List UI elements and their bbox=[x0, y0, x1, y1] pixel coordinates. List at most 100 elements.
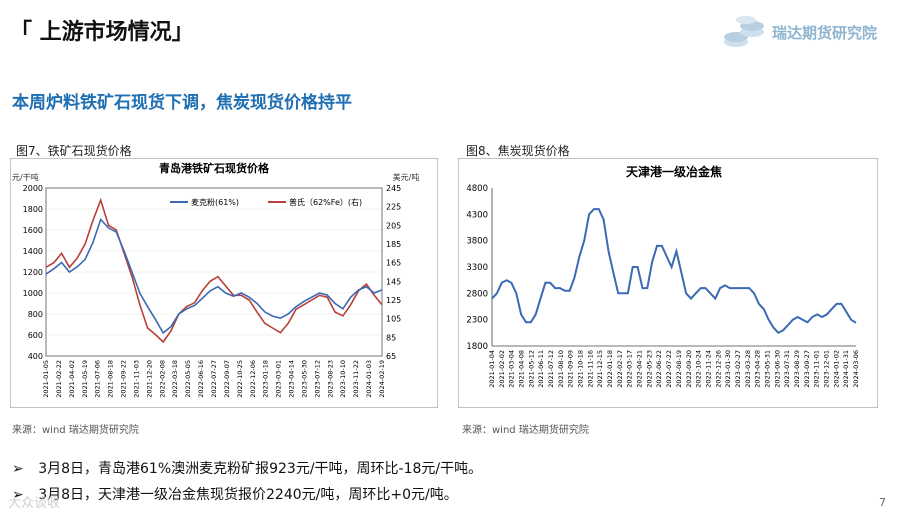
x-tick-label: 2024-01-02 bbox=[832, 350, 840, 388]
chart-frame bbox=[458, 158, 878, 408]
y-tick-label-right: 125 bbox=[386, 296, 401, 305]
x-tick-label: 2021-01-05 bbox=[42, 360, 50, 398]
x-tick-label: 2023-03-01 bbox=[275, 360, 283, 398]
x-tick-label: 2022-07-22 bbox=[665, 350, 673, 388]
y-tick-label: 2800 bbox=[466, 289, 488, 299]
y-tick-label: 3800 bbox=[466, 237, 488, 247]
x-tick-label: 2023-08-29 bbox=[793, 350, 801, 388]
brand-name: 瑞达期货研究院 bbox=[772, 24, 878, 42]
x-tick-label: 2022-02-17 bbox=[616, 350, 624, 388]
y-tick-label-left: 600 bbox=[28, 331, 43, 340]
x-tick-label: 2022-06-22 bbox=[655, 350, 663, 388]
y-tick-label-left: 1800 bbox=[23, 205, 43, 214]
x-tick-label: 2024-02-19 bbox=[378, 360, 386, 398]
x-tick-label: 2022-10-24 bbox=[695, 350, 703, 388]
x-tick-label: 2021-01-04 bbox=[488, 350, 496, 388]
section-subtitle: 本周炉料铁矿石现货下调，焦炭现货价格持平 bbox=[12, 93, 352, 113]
x-tick-label: 2022-01-18 bbox=[606, 350, 614, 388]
x-tick-label: 2021-08-18 bbox=[107, 360, 115, 398]
x-tick-label: 2021-12-20 bbox=[145, 360, 153, 398]
y-tick-label-left: 1200 bbox=[23, 268, 43, 277]
y-tick-label-left: 400 bbox=[28, 352, 43, 361]
x-tick-label: 2021-02-22 bbox=[55, 360, 63, 398]
x-tick-label: 2023-05-31 bbox=[763, 350, 771, 388]
series-line bbox=[45, 197, 383, 344]
x-tick-label: 2021-02-02 bbox=[498, 350, 506, 388]
x-tick-label: 2021-03-04 bbox=[508, 350, 516, 388]
x-tick-label: 2021-09-22 bbox=[120, 360, 128, 398]
x-tick-label: 2022-05-05 bbox=[184, 360, 192, 398]
y-tick-label-right: 165 bbox=[386, 259, 401, 268]
x-tick-label: 2024-01-31 bbox=[842, 350, 850, 388]
x-tick-label: 2023-03-28 bbox=[744, 350, 752, 388]
source-note-left: 来源：wind 瑞达期货研究院 bbox=[12, 425, 139, 436]
x-tick-label: 2022-04-21 bbox=[636, 350, 644, 388]
x-tick-label: 2024-03-06 bbox=[852, 350, 860, 388]
x-tick-label: 2023-11-22 bbox=[352, 360, 360, 398]
coke-panel: 图8、焦炭现货价格 天津港一级冶金焦 1800 2300 2800 3300 3800 43… bbox=[458, 140, 878, 436]
y-tick-label-left: 1400 bbox=[23, 247, 43, 256]
x-tick-label: 2022-05-23 bbox=[645, 350, 653, 388]
y-tick-label-right: 85 bbox=[386, 333, 396, 342]
y-tick-label-right: 225 bbox=[386, 203, 401, 212]
series-line bbox=[491, 208, 857, 335]
bullet-text: 3月8日，青岛港61%澳洲麦克粉矿报923元/干吨，周环比-18元/干吨。 bbox=[38, 461, 483, 477]
x-tick-label: 2022-11-24 bbox=[704, 350, 712, 388]
x-tick-label: 2022-10-25 bbox=[236, 360, 244, 398]
chart-title: 青岛港铁矿石现货价格 bbox=[159, 161, 270, 175]
y-tick-label-left: 1600 bbox=[23, 226, 43, 235]
y-tick-label-right: 185 bbox=[386, 240, 401, 249]
x-tick-label: 2021-06-11 bbox=[537, 350, 545, 388]
legend-label: 麦克粉(61%) bbox=[191, 197, 239, 207]
x-tick-label: 2023-05-30 bbox=[300, 360, 308, 398]
bullet-marker: ➢ bbox=[12, 461, 24, 477]
y-tick-label: 2300 bbox=[466, 316, 488, 326]
x-tick-label: 2022-06-16 bbox=[197, 360, 205, 398]
x-tick-label: 2023-01-18 bbox=[262, 360, 270, 398]
x-tick-label: 2021-04-08 bbox=[518, 350, 526, 388]
page-number: 7 bbox=[879, 496, 886, 509]
legend-label: 普氏（62%Fe）(右) bbox=[289, 197, 362, 207]
page-title: 「 上游市场情况」 bbox=[10, 20, 194, 45]
y-tick-label: 4300 bbox=[466, 210, 488, 220]
series-line bbox=[45, 217, 383, 335]
y-tick-label-right: 105 bbox=[386, 315, 401, 324]
x-tick-label: 2023-06-30 bbox=[773, 350, 781, 388]
x-tick-label: 2022-12-26 bbox=[714, 350, 722, 388]
figure-label-coke: 图8、焦炭现货价格 bbox=[466, 144, 570, 158]
x-tick-label: 2021-05-19 bbox=[81, 360, 89, 398]
y-tick-label-right: 245 bbox=[386, 184, 401, 193]
x-tick-label: 2022-09-07 bbox=[223, 360, 231, 398]
y-axis-label-right: 美元/吨 bbox=[393, 172, 420, 182]
x-tick-label: 2021-04-02 bbox=[68, 360, 76, 398]
x-tick-label: 2023-09-27 bbox=[803, 350, 811, 388]
x-tick-label: 2023-07-31 bbox=[783, 350, 791, 388]
x-tick-label: 2021-12-15 bbox=[596, 350, 604, 388]
x-tick-label: 2022-03-17 bbox=[626, 350, 634, 388]
y-tick-label-right: 65 bbox=[386, 352, 396, 361]
x-tick-label: 2023-04-28 bbox=[754, 350, 762, 388]
x-tick-label: 2022-03-18 bbox=[171, 360, 179, 398]
x-tick-label: 2023-10-10 bbox=[339, 360, 347, 398]
bullet-item-2: ➢ 3月8日，天津港一级冶金焦现货报价2240元/吨，周环比+0元/吨。 bbox=[12, 484, 458, 504]
x-tick-label: 2023-12-01 bbox=[822, 350, 830, 388]
bullet-text: 3月8日，天津港一级冶金焦现货报价2240元/吨，周环比+0元/吨。 bbox=[38, 487, 458, 503]
brand-logo: 瑞达期货研究院 bbox=[722, 12, 892, 52]
x-tick-label: 2021-10-18 bbox=[577, 350, 585, 388]
y-tick-label: 3300 bbox=[466, 263, 488, 273]
y-tick-label-left: 2000 bbox=[23, 184, 43, 193]
coins-icon bbox=[724, 16, 764, 47]
x-tick-label: 2024-01-03 bbox=[365, 360, 373, 398]
x-tick-label: 2023-07-12 bbox=[313, 360, 321, 398]
x-tick-label: 2021-08-10 bbox=[557, 350, 565, 388]
x-tick-label: 2021-07-12 bbox=[547, 350, 555, 388]
bullet-marker: ➢ bbox=[12, 487, 24, 503]
y-tick-label-right: 205 bbox=[386, 221, 401, 230]
x-tick-label: 2023-04-14 bbox=[288, 360, 296, 398]
y-tick-label: 4800 bbox=[466, 184, 488, 194]
figure-label-iron-ore: 图7、铁矿石现货价格 bbox=[16, 144, 132, 158]
watermark: 大众谈收 bbox=[8, 496, 61, 511]
plot-area bbox=[45, 187, 383, 357]
bullet-item-1: ➢ 3月8日，青岛港61%澳洲麦克粉矿报923元/干吨，周环比-18元/干吨。 bbox=[12, 458, 482, 478]
